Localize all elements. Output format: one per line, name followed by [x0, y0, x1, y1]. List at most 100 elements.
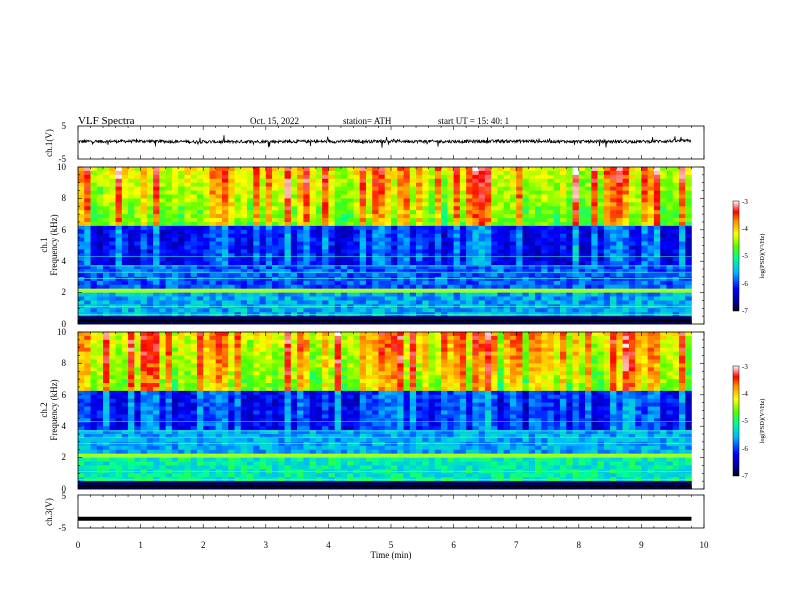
- spectrogram-cell: [259, 296, 267, 301]
- spectrogram-cell: [453, 292, 461, 297]
- spectrogram-cell: [653, 257, 661, 262]
- spectrogram-cell: [159, 194, 166, 199]
- spectrogram-cell: [297, 253, 304, 258]
- spectrogram-cell: [491, 308, 498, 313]
- spectrogram-cell: [272, 371, 279, 376]
- spectrogram-cell: [272, 292, 279, 297]
- spectrogram-cell: [190, 284, 198, 289]
- spectrogram-cell: [422, 363, 429, 368]
- spectrogram-cell: [328, 245, 335, 250]
- spectrogram-cell: [478, 332, 486, 337]
- spectrogram-cell: [422, 218, 429, 223]
- spectrogram-cell: [372, 335, 379, 341]
- spectrogram-cell: [153, 167, 160, 172]
- spectrogram-cell: [253, 233, 260, 238]
- spectrogram-cell: [259, 167, 267, 172]
- spectrogram-cell: [628, 186, 636, 191]
- spectrogram-cell: [365, 174, 373, 180]
- spectrogram-cell: [653, 272, 661, 278]
- spectrogram-cell: [309, 347, 317, 352]
- spectrogram-cell: [84, 178, 91, 183]
- spectrogram-cell: [278, 269, 285, 274]
- spectrogram-cell: [641, 359, 648, 364]
- spectrogram-cell: [84, 269, 91, 274]
- spectrogram-cell: [516, 182, 523, 187]
- spectrogram-cell: [84, 206, 91, 211]
- spectrogram-cell: [96, 225, 104, 231]
- spectrogram-cell: [209, 198, 217, 203]
- spectrogram-cell: [553, 359, 561, 364]
- spectrogram-cell: [340, 351, 348, 356]
- spectrogram-cell: [622, 332, 630, 337]
- spectrogram-cell: [378, 194, 386, 199]
- spectrogram-cell: [484, 237, 492, 242]
- spectrogram-cell: [265, 218, 273, 223]
- spectrogram-cell: [422, 347, 429, 352]
- spectrogram-cell: [503, 190, 511, 195]
- spectrogram-cell: [309, 225, 317, 231]
- spectrogram-cell: [297, 335, 304, 341]
- spectrogram-cell: [578, 351, 586, 356]
- spectrogram-cell: [478, 182, 486, 187]
- spectrogram-cell: [146, 343, 154, 348]
- spectrogram-cell: [522, 335, 530, 341]
- spectrogram-cell: [315, 190, 323, 195]
- spectrogram-cell: [660, 202, 667, 207]
- spectrogram-cell: [666, 308, 673, 313]
- spectrogram-cell: [272, 225, 279, 231]
- spectrogram-cell: [603, 245, 611, 250]
- spectrogram-cell: [566, 308, 573, 313]
- spectrogram-cell: [416, 339, 423, 345]
- spectrogram-cell: [378, 339, 386, 345]
- spectrogram-cell: [572, 280, 580, 286]
- spectrogram-cell: [384, 178, 392, 183]
- spectrogram-cell: [384, 272, 392, 278]
- spectrogram-cell: [547, 257, 555, 262]
- spectrogram-cell: [215, 269, 223, 274]
- spectrogram-cell: [566, 210, 573, 215]
- spectrogram-cell: [297, 237, 304, 242]
- spectrogram-cell: [272, 276, 279, 282]
- spectrogram-cell: [359, 371, 367, 376]
- spectrogram-cell: [403, 339, 411, 345]
- spectrogram-cell: [209, 202, 217, 207]
- spectrogram-cell: [303, 218, 310, 223]
- spectrogram-cell: [578, 280, 586, 286]
- spectrogram-cell: [509, 351, 517, 356]
- spectrogram-cell: [560, 339, 567, 345]
- spectrogram-cell: [585, 355, 592, 360]
- spectrogram-cell: [140, 241, 148, 246]
- spectrogram-cell: [635, 355, 642, 360]
- spectrogram-cell: [109, 355, 116, 360]
- spectrogram-cell: [134, 347, 141, 352]
- spectrogram-cell: [384, 241, 392, 246]
- spectrogram-cell: [353, 182, 360, 187]
- spectrogram-cell: [109, 272, 116, 278]
- spectrogram-cell: [115, 332, 123, 337]
- spectrogram-cell: [109, 371, 116, 376]
- spectrogram-cell: [103, 347, 110, 352]
- spectrogram-cell: [416, 300, 423, 305]
- spectrogram-cell: [178, 218, 185, 223]
- spectrogram-cell: [228, 206, 235, 211]
- spectrogram-cell: [616, 178, 623, 183]
- spectrogram-cell: [359, 174, 367, 180]
- spectrogram-cell: [109, 253, 116, 258]
- spectrogram-cell: [190, 167, 198, 172]
- spectrogram-cell: [140, 280, 148, 286]
- spectrogram-cell: [215, 178, 223, 183]
- spectrogram-cell: [384, 343, 392, 348]
- spectrogram-cell: [165, 276, 173, 282]
- spectrogram-cell: [397, 206, 404, 211]
- spectrogram-cell: [597, 363, 605, 368]
- spectrogram-cell: [484, 265, 492, 270]
- spectrogram-cell: [622, 218, 630, 223]
- spectrogram-cell: [666, 241, 673, 246]
- spectrogram-cell: [509, 296, 517, 301]
- spectrogram-cell: [153, 363, 160, 368]
- spectrogram-cell: [121, 276, 129, 282]
- spectrogram-cell: [340, 194, 348, 199]
- spectrogram-cell: [140, 206, 148, 211]
- spectrogram-cell: [428, 261, 436, 266]
- spectrogram-cell: [146, 265, 154, 270]
